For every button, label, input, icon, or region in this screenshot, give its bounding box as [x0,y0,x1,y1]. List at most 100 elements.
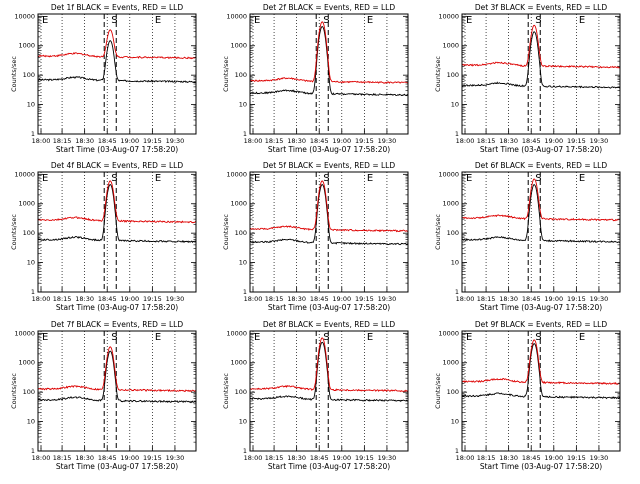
plot-frame [37,13,197,135]
x-tick-label: 19:15 [355,137,374,145]
plot-frame [461,13,621,135]
interval-marker-s: S [111,173,117,184]
y-tick-label: 100 [23,71,35,79]
y-axis-label: Counts/sec [434,214,442,250]
interval-marker-e: E [155,332,161,343]
y-tick-label: 1000 [18,200,35,208]
interval-marker-e: E [579,173,585,184]
y-tick-label: 1000 [442,359,459,367]
x-tick-label: 18:30 [75,454,94,462]
x-tick-label: 18:30 [287,137,306,145]
x-tick-label: 18:15 [265,137,284,145]
y-tick-label: 1 [243,447,247,455]
x-tick-label: 18:00 [456,454,475,462]
interval-marker-e: E [254,332,260,343]
y-tick-label: 1 [455,130,459,138]
y-tick-label: 10000 [438,329,459,337]
x-tick-label: 18:15 [53,454,72,462]
y-tick-label: 10000 [438,170,459,178]
series-lld-line [461,339,621,385]
panel-title: Det 2f BLACK = Events, RED = LLD [263,3,396,12]
y-tick-label: 1000 [442,200,459,208]
x-tick-label: 18:30 [499,295,518,303]
interval-marker-e: E [466,15,472,26]
x-tick-label: 18:30 [499,454,518,462]
x-tick-label: 19:00 [544,295,563,303]
y-axis-label: Counts/sec [434,373,442,409]
y-tick-label: 1 [31,288,35,296]
x-tick-label: 18:45 [310,454,329,462]
x-tick-label: 18:30 [75,137,94,145]
x-axis-label: Start Time (03-Aug-07 17:58:20) [268,303,390,312]
y-tick-label: 1000 [18,42,35,50]
interval-marker-e: E [42,173,48,184]
x-tick-label: 18:00 [244,137,263,145]
x-tick-label: 18:15 [477,137,496,145]
x-tick-label: 18:15 [477,454,496,462]
plot-frame [249,171,409,293]
y-axis-label: Counts/sec [10,214,18,250]
interval-marker-e: E [254,173,260,184]
x-tick-label: 18:00 [32,454,51,462]
plot-frame [461,330,621,452]
x-tick-label: 18:15 [265,295,284,303]
panel-title: Det 7f BLACK = Events, RED = LLD [51,320,184,329]
x-tick-label: 18:45 [98,295,117,303]
x-tick-label: 19:00 [332,454,351,462]
series-events-line [461,31,621,89]
y-tick-label: 1 [31,447,35,455]
x-tick-label: 19:30 [590,454,609,462]
x-tick-label: 19:00 [332,295,351,303]
interval-marker-s: S [535,332,541,343]
x-tick-label: 19:15 [143,454,162,462]
y-tick-label: 10 [451,418,459,426]
x-tick-label: 19:30 [590,137,609,145]
interval-marker-e: E [367,173,373,184]
x-tick-label: 19:00 [120,295,139,303]
x-tick-label: 18:00 [456,295,475,303]
y-tick-label: 1000 [18,359,35,367]
x-tick-label: 18:45 [310,295,329,303]
x-tick-label: 18:30 [75,295,94,303]
panel-det-2: Det 2f BLACK = Events, RED = LLD 1 10 100 10… [222,3,409,154]
series-events-line [461,343,621,400]
series-lld-line [249,21,409,84]
y-tick-label: 10000 [226,170,247,178]
y-tick-label: 1 [243,130,247,138]
y-tick-label: 10 [27,101,35,109]
x-axis-label: Start Time (03-Aug-07 17:58:20) [480,303,602,312]
y-tick-label: 100 [447,388,459,396]
x-tick-label: 19:30 [590,295,609,303]
interval-marker-s: S [111,15,117,26]
x-tick-label: 18:00 [456,137,475,145]
interval-marker-e: E [466,332,472,343]
y-tick-label: 10000 [438,12,459,20]
x-axis-label: Start Time (03-Aug-07 17:58:20) [56,303,178,312]
interval-marker-e: E [155,173,161,184]
x-tick-label: 19:15 [143,137,162,145]
x-tick-label: 19:15 [355,295,374,303]
y-axis-label: Counts/sec [222,214,230,250]
y-tick-label: 10000 [14,12,35,20]
y-tick-label: 100 [447,229,459,237]
x-tick-label: 19:30 [378,137,397,145]
panel-title: Det 9f BLACK = Events, RED = LLD [475,320,608,329]
x-axis-label: Start Time (03-Aug-07 17:58:20) [56,462,178,471]
series-events-line [249,26,409,97]
interval-marker-e: E [466,173,472,184]
x-tick-label: 18:00 [32,295,51,303]
y-tick-label: 1 [455,447,459,455]
y-axis-label: Counts/sec [222,373,230,409]
interval-marker-s: S [111,332,117,343]
x-tick-label: 19:00 [544,454,563,462]
interval-marker-s: S [535,15,541,26]
x-tick-label: 19:30 [166,454,185,462]
series-events-line [37,40,197,84]
x-tick-label: 19:30 [166,295,185,303]
y-tick-label: 100 [235,229,247,237]
plot-frame [249,330,409,452]
panel-title: Det 6f BLACK = Events, RED = LLD [475,161,608,170]
interval-marker-e: E [579,332,585,343]
x-tick-label: 19:00 [332,137,351,145]
